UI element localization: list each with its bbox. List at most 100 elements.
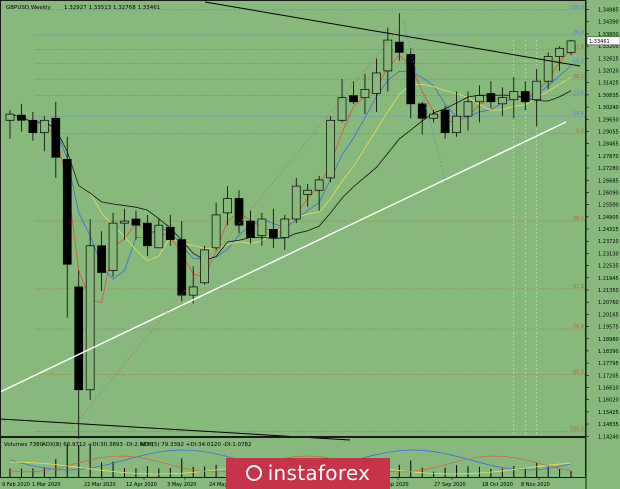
- candle-body: [417, 103, 427, 119]
- price-tick-label: 1.31425: [598, 81, 619, 87]
- candle-body: [28, 119, 38, 133]
- candle-body: [291, 185, 301, 220]
- fib-level-label: 76.4: [573, 30, 584, 36]
- resistance-trendline: [204, 1, 581, 67]
- candle-body: [143, 222, 152, 247]
- candle-body: [165, 226, 175, 240]
- date-tick-label: 8 Nov 2020: [521, 482, 550, 488]
- candle-body: [211, 214, 221, 249]
- candle-body: [326, 119, 335, 179]
- price-tick-label: 1.23720: [598, 239, 619, 245]
- adx-label: ADX(8) 66.9712 +DI:30.3893 -DI:2.5873: [42, 442, 154, 448]
- price-tick-label: 1.16020: [598, 398, 619, 404]
- candle-body: [39, 119, 49, 133]
- price-tick-label: 1.21350: [598, 288, 619, 294]
- date-tick-label: 24 May 2020: [209, 482, 242, 488]
- brand-logo-icon: [245, 464, 262, 481]
- candle-body: [5, 113, 15, 121]
- candle-body: [360, 89, 370, 99]
- candle-body: [108, 222, 118, 271]
- date-tick-label: 27 Sep 2020: [434, 482, 466, 488]
- fib-level-label: 100.0: [570, 427, 584, 433]
- candle-body: [131, 218, 141, 226]
- candle-body: [85, 245, 95, 391]
- adx2-label: ADX(5) 79.3392 +DI:34.0120 -DI:1.0782: [140, 442, 252, 448]
- candle-body: [188, 286, 198, 296]
- candle-body: [51, 117, 61, 158]
- candle-body: [97, 245, 106, 273]
- price-tick-label: 1.26090: [598, 190, 619, 196]
- price-axis: 1.34985 1.34390 1.33800 1.33205 1.32615 1.320…: [586, 8, 620, 440]
- ohlc-label: 1.32927 1.33513 1.32768 1.33461: [64, 5, 160, 11]
- candle-body: [383, 39, 393, 72]
- price-tick-label: 1.21945: [598, 276, 619, 282]
- date-tick-label: 6 Sep 2020: [380, 482, 409, 488]
- candle-body: [498, 97, 507, 105]
- fib-level-label: 14.6: [573, 111, 584, 117]
- candle-body: [234, 198, 244, 226]
- volumes-label: Volumes 7380: [4, 442, 44, 448]
- candle-body: [440, 109, 450, 133]
- price-tick-label: 1.32615: [598, 56, 619, 62]
- price-tick-label: 1.26685: [598, 178, 619, 184]
- price-tick-label: 1.25500: [598, 203, 619, 209]
- candle-body: [509, 91, 519, 101]
- price-tick-label: 1.22535: [598, 264, 619, 270]
- candle-body: [246, 220, 255, 238]
- fib-level-label: 38.2: [573, 74, 584, 80]
- price-tick-label: 1.15425: [598, 410, 619, 416]
- fib-level-label: 88.6: [573, 369, 584, 375]
- candle-body: [314, 179, 324, 191]
- price-tick-label: 1.18980: [598, 337, 619, 343]
- brand-watermark: instaforex: [226, 458, 390, 489]
- candle-body: [463, 101, 473, 117]
- candle-body: [475, 95, 484, 103]
- candle-body: [566, 40, 576, 53]
- price-tick-label: 1.32020: [598, 69, 619, 75]
- candle-body: [555, 47, 564, 57]
- price-tick-label: 1.29650: [598, 117, 619, 123]
- fib-level-label: 61.8: [573, 44, 584, 50]
- fib-level-label: 0.0: [576, 129, 584, 135]
- candle-body: [452, 115, 461, 133]
- price-tick-label: 1.28465: [598, 142, 619, 148]
- candle-body: [120, 220, 129, 224]
- fib-level-label: 61.8: [573, 284, 584, 290]
- symbol-label: GBPUSD,Weekly: [6, 5, 51, 11]
- date-tick-label: 9 Feb 2020: [2, 482, 30, 488]
- price-tick-label: 1.23130: [598, 251, 619, 257]
- price-tick-label: 1.34985: [598, 8, 619, 14]
- candle-body: [337, 97, 347, 121]
- date-tick-label: 22 Mar 2020: [84, 482, 116, 488]
- fib-level-label: 76.4: [573, 324, 584, 330]
- fib-level-label: 100.0: [570, 5, 584, 11]
- price-tick-label: 1.14240: [598, 434, 619, 440]
- price-tick-label: 1.19575: [598, 325, 619, 331]
- date-tick-label: 3 May 2020: [167, 482, 196, 488]
- price-tick-label: 1.30835: [598, 93, 619, 99]
- candle-body: [177, 239, 187, 296]
- candle-body: [303, 189, 313, 195]
- price-tick-label: 1.33205: [598, 44, 619, 50]
- candle-body: [532, 80, 542, 101]
- current-price-marker: [586, 36, 620, 46]
- date-tick-label: 1 Mar 2020: [32, 482, 61, 488]
- price-tick-label: 1.30240: [598, 105, 619, 111]
- moving-average-line: [9, 77, 572, 262]
- candle-body: [520, 91, 530, 103]
- date-tick-label: 12 Apr 2020: [126, 482, 157, 488]
- candle-body: [269, 228, 278, 238]
- candle-body: [257, 218, 267, 236]
- candle-body: [74, 286, 84, 391]
- candle-body: [62, 159, 72, 265]
- date-tick-label: 18 Oct 2020: [482, 482, 513, 488]
- price-tick-label: 1.34390: [598, 20, 619, 26]
- price-tick-label: 1.20165: [598, 312, 619, 318]
- fib-level-label: 38.2: [573, 216, 584, 222]
- price-tick-label: 1.18390: [598, 349, 619, 355]
- price-tick-label: 1.27280: [598, 166, 619, 172]
- moving-average-line: [9, 48, 572, 304]
- current-price-label: 1.33461: [589, 39, 610, 45]
